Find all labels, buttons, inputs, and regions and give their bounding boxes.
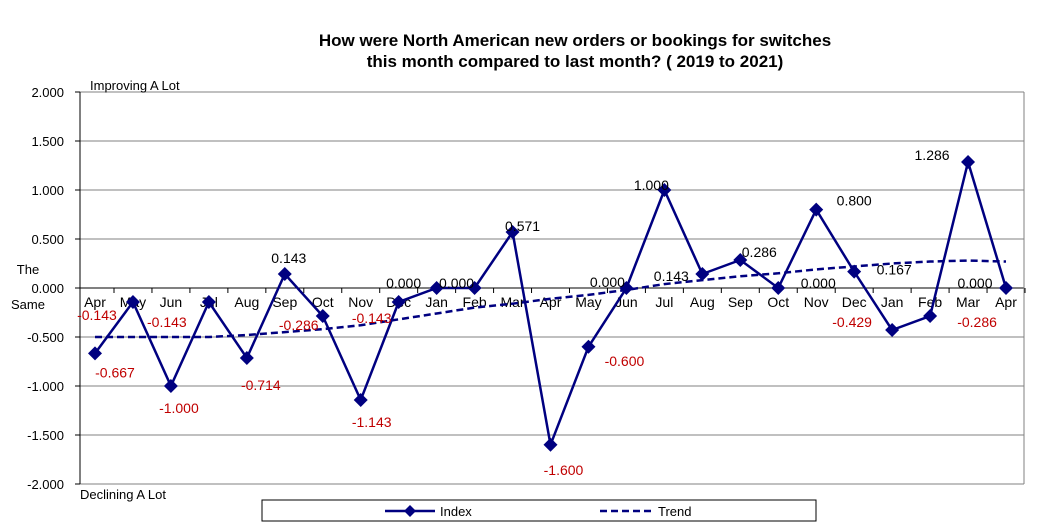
y-tick-label: 0.500 — [31, 232, 64, 247]
x-tick-label: Nov — [348, 294, 373, 310]
x-tick-label: Sep — [728, 294, 753, 310]
data-label: 0.000 — [439, 275, 474, 291]
data-label: -0.143 — [147, 314, 187, 330]
index-marker — [619, 281, 634, 295]
index-marker — [505, 225, 520, 240]
data-label: -0.143 — [77, 307, 117, 323]
data-label: -0.667 — [95, 364, 135, 380]
legend-trend-label: Trend — [658, 504, 691, 519]
y-tick-label: -0.500 — [27, 330, 64, 345]
x-tick-label: Dec — [842, 294, 867, 310]
index-marker — [163, 379, 178, 393]
x-tick-label: Jul — [655, 294, 673, 310]
legend-index-marker — [404, 505, 416, 517]
index-marker — [277, 266, 292, 281]
data-label: 0.000 — [386, 275, 421, 291]
data-label: 0.167 — [877, 262, 912, 278]
legend-box — [261, 499, 817, 522]
x-tick-label: Mar — [500, 294, 524, 310]
data-label: 0.000 — [801, 275, 836, 291]
index-marker — [201, 295, 216, 310]
chart-title-line-1: How were North American new orders or bo… — [319, 31, 831, 50]
x-tick-label: Aug — [690, 294, 715, 310]
index-marker — [543, 437, 558, 452]
x-tick-label: Oct — [767, 294, 789, 310]
x-tick-label: Jan — [425, 294, 448, 310]
index-marker — [695, 266, 710, 281]
index-marker — [733, 252, 748, 267]
y-tick-label: 1.500 — [31, 134, 64, 149]
x-tick-label: Feb — [918, 294, 942, 310]
y-tick-label: -2.000 — [27, 477, 64, 492]
data-label: 0.143 — [271, 250, 306, 266]
x-tick-label: Apr — [540, 294, 562, 310]
index-marker — [315, 309, 330, 324]
index-marker — [923, 309, 938, 324]
x-tick-label: Mar — [956, 294, 980, 310]
data-label: 1.286 — [915, 147, 950, 163]
annotation-same: Same — [11, 297, 45, 312]
index-marker — [847, 264, 862, 279]
x-tick-label: Apr — [84, 294, 106, 310]
data-label: -1.143 — [352, 414, 392, 430]
x-tick-label: May — [575, 294, 601, 310]
chart-title-line-2: this month compared to last month? ( 201… — [367, 52, 784, 71]
data-label: 0.000 — [590, 274, 625, 290]
legend-index-label: Index — [440, 504, 472, 519]
index-marker — [429, 281, 444, 295]
index-marker — [467, 281, 482, 295]
x-tick-label: Nov — [804, 294, 829, 310]
data-label: 0.000 — [957, 275, 992, 291]
data-label: 1.000 — [634, 177, 669, 193]
x-tick-label: Aug — [234, 294, 259, 310]
data-label: -0.143 — [352, 310, 392, 326]
x-tick-label: Sep — [272, 294, 297, 310]
x-tick-label: Jun — [160, 294, 183, 310]
index-marker — [809, 202, 824, 217]
index-marker — [999, 281, 1013, 295]
data-label: -1.600 — [544, 462, 584, 478]
x-tick-label: Apr — [995, 294, 1017, 310]
annotation-declining: Declining A Lot — [80, 487, 166, 502]
data-label: -0.429 — [832, 314, 872, 330]
index-marker — [657, 183, 672, 197]
index-marker — [353, 393, 368, 408]
x-tick-label: Jan — [881, 294, 904, 310]
index-marker — [771, 281, 786, 295]
index-marker — [125, 295, 140, 310]
index-marker — [961, 154, 976, 169]
annotation-improving: Improving A Lot — [90, 78, 180, 93]
legend: Index Trend — [261, 499, 817, 522]
index-marker — [88, 346, 102, 361]
y-tick-label: 2.000 — [31, 85, 64, 100]
y-tick-label: 0.000 — [31, 281, 64, 296]
data-label: -0.286 — [957, 314, 997, 330]
index-marker — [885, 323, 900, 338]
data-label: 0.800 — [837, 193, 872, 209]
x-tick-label: Oct — [312, 294, 334, 310]
index-marker — [391, 295, 406, 310]
data-label: 0.571 — [505, 218, 540, 234]
index-marker — [581, 339, 596, 354]
y-tick-label: -1.000 — [27, 379, 64, 394]
index-marker — [239, 350, 254, 365]
data-label: -1.000 — [159, 400, 199, 416]
data-label: 0.286 — [742, 244, 777, 260]
y-tick-label: 1.000 — [31, 183, 64, 198]
annotation-the: The — [17, 262, 39, 277]
data-label: -0.286 — [279, 317, 319, 333]
data-label: -0.600 — [605, 353, 645, 369]
y-tick-label: -1.500 — [27, 428, 64, 443]
data-label: -0.714 — [241, 377, 281, 393]
data-label: 0.143 — [654, 268, 689, 284]
